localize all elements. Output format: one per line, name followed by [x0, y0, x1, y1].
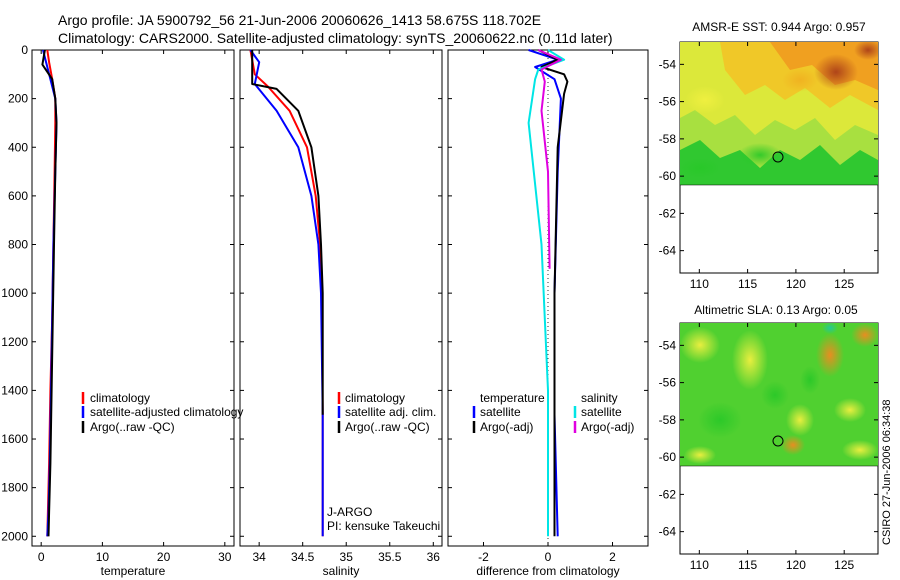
legend-label-sal-argo: Argo(-adj): [581, 420, 634, 434]
x-tick-label: 20: [157, 550, 171, 564]
x-tick-label: 0: [38, 550, 45, 564]
x-tick-label: 36: [427, 550, 441, 564]
salinity-profile-chart: 34 34.5 35 35.5 36 salinity: [239, 49, 443, 578]
y-tick-label: 1000: [1, 286, 28, 300]
figure-title-line-2: Climatology: CARS2000. Satellite-adjuste…: [58, 30, 613, 46]
annotation-program: J-ARGO: [327, 505, 372, 519]
x-tick-label: 35: [340, 550, 354, 564]
legend-label-sal-satellite: satellite: [581, 405, 622, 419]
series-line-salinity-argo-adj-: [537, 49, 562, 269]
legend-label-satellite-adj: satellite adj. clim.: [345, 405, 436, 419]
sla-map: Altimetric SLA: 0.13 Argo: 0.05 110 115 12…: [659, 303, 879, 572]
lat-tick-label: -60: [659, 169, 677, 183]
plot-frame: [239, 49, 443, 547]
lon-tick-label: 115: [738, 277, 757, 291]
y-tick-label: 1800: [1, 481, 28, 495]
y-tick-label: 1600: [1, 432, 28, 446]
x-tick-label: 34.5: [291, 550, 315, 564]
lat-tick-label: -56: [659, 95, 677, 109]
lat-tick-label: -56: [659, 376, 677, 390]
y-tick-label: 400: [8, 140, 28, 154]
x-tick-label: 0: [545, 550, 552, 564]
legend-label-temp-satellite: satellite: [480, 405, 521, 419]
temperature-profile-chart: 0 10 20 30 0 200 400 600 800 1000 1200 1400 1600 1800…: [1, 43, 235, 578]
sst-float-marker: [772, 151, 784, 163]
legend-label-temp-argo: Argo(-adj): [480, 420, 533, 434]
lon-tick-label: 120: [786, 558, 806, 572]
series-line-argo-raw-qc-: [251, 50, 324, 415]
x-axis-label: salinity: [323, 564, 360, 578]
legend-label-argo: Argo(..raw -QC): [90, 420, 175, 434]
y-tick-label: 800: [8, 238, 28, 252]
legend-heading-salinity: salinity: [581, 391, 618, 405]
legend-heading-temperature: temperature: [480, 391, 545, 405]
y-tick-label: 1200: [1, 335, 28, 349]
difference-legend: temperature satellite Argo(-adj) salinit…: [472, 391, 634, 434]
x-axis-label: temperature: [101, 564, 166, 578]
lon-tick-label: 125: [834, 277, 854, 291]
lon-tick-label: 120: [786, 277, 806, 291]
lat-tick-label: -60: [659, 450, 677, 464]
legend-label-climatology: climatology: [345, 391, 405, 405]
x-tick-label: -2: [478, 550, 489, 564]
series-line-temperature-argo-adj-: [537, 49, 569, 537]
plot-frame: [31, 49, 235, 547]
x-tick-label: 35.5: [378, 550, 402, 564]
annotation-pi: PI: kensuke Takeuchi: [327, 519, 440, 533]
sla-map-title: Altimetric SLA: 0.13 Argo: 0.05: [694, 303, 858, 317]
x-tick-label: 2: [609, 550, 616, 564]
x-axis-label: difference from climatology: [476, 564, 619, 578]
y-tick-label: 0: [21, 43, 28, 57]
salinity-legend: climatology satellite adj. clim. Argo(..…: [327, 391, 440, 533]
x-tick-label: 10: [96, 550, 110, 564]
lat-tick-label: -64: [659, 525, 677, 539]
sst-map-axes: 110 115 120 125 -54 -56 -58 -60 -62 -64: [659, 42, 878, 291]
lon-tick-label: 125: [834, 558, 854, 572]
legend-label-argo: Argo(..raw -QC): [345, 420, 430, 434]
sst-map-title: AMSR-E SST: 0.944 Argo: 0.957: [692, 20, 866, 34]
sla-map-field: [680, 323, 878, 466]
figure-title-line-1: Argo profile: JA 5900792_56 21-Jun-2006 …: [58, 12, 541, 28]
timestamp-stamp: CSIRO 27-Jun-2006 06:34:38: [881, 399, 893, 545]
lat-tick-label: -54: [659, 57, 677, 71]
sst-map-field: [680, 42, 878, 185]
lat-tick-label: -54: [659, 338, 677, 352]
lon-tick-label: 115: [738, 558, 757, 572]
y-tick-label: 1400: [1, 383, 28, 397]
x-tick-label: 34: [252, 550, 266, 564]
lon-tick-label: 110: [690, 277, 709, 291]
lat-tick-label: -62: [659, 487, 677, 501]
series-line-argo-raw-qc-: [41, 49, 58, 537]
lat-tick-label: -58: [659, 132, 677, 146]
sla-float-marker: [772, 435, 784, 447]
lon-tick-label: 110: [690, 558, 709, 572]
sst-map: AMSR-E SST: 0.944 Argo: 0.957 110 115 120 1…: [659, 20, 879, 291]
y-tick-label: 2000: [1, 529, 28, 543]
sla-map-axes: 110 115 120 125 -54 -56 -58 -60 -62 -64: [659, 323, 878, 572]
lat-tick-label: -64: [659, 244, 677, 258]
lat-tick-label: -58: [659, 413, 677, 427]
x-tick-label: 30: [218, 550, 232, 564]
y-tick-label: 600: [8, 189, 28, 203]
legend-label-satellite-adjusted: satellite-adjusted climatology: [90, 405, 243, 419]
temperature-legend: climatology satellite-adjusted climatolo…: [81, 391, 243, 434]
y-tick-label: 200: [8, 92, 28, 106]
legend-label-climatology: climatology: [90, 391, 150, 405]
lat-tick-label: -62: [659, 206, 677, 220]
